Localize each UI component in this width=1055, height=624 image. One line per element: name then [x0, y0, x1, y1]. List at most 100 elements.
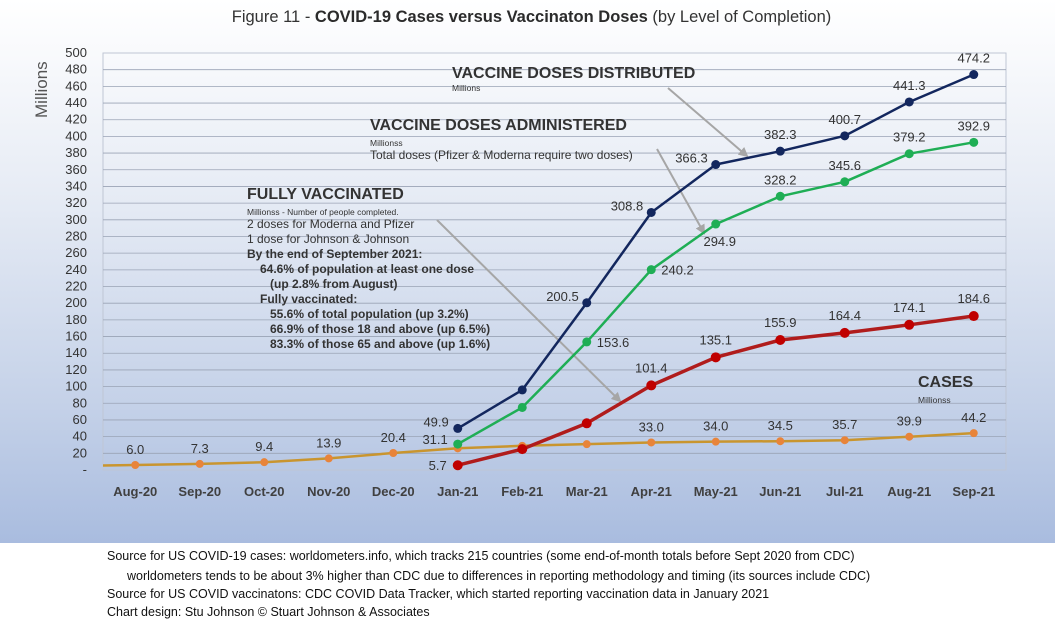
distributed-data-label: 441.3 — [893, 78, 926, 93]
y-tick-label: 80 — [73, 395, 87, 410]
footer-line-cases-source: Source for US COVID-19 cases: worldomete… — [107, 549, 855, 563]
annotation-administered-title: VACCINE DOSES ADMINISTERED — [370, 117, 627, 134]
x-tick-label: Mar-21 — [566, 484, 608, 499]
y-tick-label: 160 — [65, 329, 87, 344]
annotation-distributed-unit: Millions — [452, 83, 481, 93]
administered-data-label: 345.6 — [828, 158, 861, 173]
cases-data-label: 39.9 — [897, 414, 922, 429]
annotation-administered-note: Total doses (Pfizer & Moderna require tw… — [370, 148, 633, 162]
cases-data-label: 34.5 — [768, 418, 793, 433]
annotation-fully-line1: 2 doses for Moderna and Pfizer — [247, 217, 415, 231]
y-tick-label: 180 — [65, 312, 87, 327]
x-tick-label: Jan-21 — [437, 484, 478, 499]
y-tick-label: - — [83, 462, 87, 477]
distributed-point — [711, 160, 721, 170]
administered-data-label: 31.1 — [422, 432, 447, 447]
footer-sources: Source for US COVID-19 cases: worldomete… — [0, 543, 1055, 624]
annotation-fully-line9: 83.3% of those 65 and above (up 1.6%) — [270, 337, 491, 351]
plot-area — [102, 52, 1007, 471]
annotation-administered-unit: Millionss — [370, 138, 403, 148]
y-tick-label: 420 — [65, 112, 87, 127]
y-tick-label: 120 — [65, 362, 87, 377]
cases-data-label: 35.7 — [832, 417, 857, 432]
x-tick-label: Apr-21 — [631, 484, 672, 499]
annotation-distributed: VACCINE DOSES DISTRIBUTED Millions — [452, 65, 695, 93]
y-tick-label: 20 — [73, 445, 87, 460]
y-tick-label: 400 — [65, 128, 87, 143]
fully-point — [968, 311, 979, 322]
chart-panel — [0, 0, 1055, 543]
data-labels: 6.0 7.3 9.4 13.9 20.4 33.0 34.0 34.5 35.7 39.9 44.… — [126, 51, 990, 474]
distributed-data-label: 382.3 — [764, 127, 797, 142]
y-tick-label: 440 — [65, 95, 87, 110]
distributed-point — [517, 385, 527, 395]
footer-line-vaccination-source: Source for US COVID vaccinatons: CDC COV… — [107, 587, 770, 601]
annotation-fully-vaccinated: FULLY VACCINATED Millionss - Number of p… — [247, 186, 490, 352]
fully-data-label: 184.6 — [957, 291, 990, 306]
administered-point — [646, 265, 656, 275]
administered-data-label: 379.2 — [893, 130, 926, 145]
fully-data-label: 135.1 — [699, 332, 732, 347]
administered-data-label: 392.9 — [957, 118, 990, 133]
cases-point — [840, 436, 849, 445]
fully-point — [517, 444, 528, 455]
y-tick-label: 500 — [65, 45, 87, 60]
fully-point — [775, 334, 786, 345]
administered-point — [453, 439, 463, 449]
annotation-fully-line3: By the end of September 2021: — [247, 247, 423, 261]
y-tick-label: 300 — [65, 212, 87, 227]
distributed-point — [582, 298, 592, 308]
distributed-data-label: 474.2 — [957, 51, 990, 66]
y-tick-label: 100 — [65, 379, 87, 394]
fully-point — [581, 418, 592, 429]
administered-data-label: 240.2 — [661, 263, 694, 278]
x-tick-label: Feb-21 — [501, 484, 543, 499]
cases-point — [582, 440, 591, 449]
x-tick-label: Aug-20 — [113, 484, 157, 499]
chart-title: Figure 11 - COVID-19 Cases versus Vaccin… — [231, 8, 832, 26]
cases-point — [195, 459, 204, 468]
distributed-point — [775, 146, 785, 156]
y-tick-label: 220 — [65, 279, 87, 294]
fully-point — [646, 380, 657, 391]
fully-point — [904, 319, 915, 330]
cases-point — [711, 437, 720, 446]
fully-vaccinated-arrow — [436, 219, 622, 403]
x-tick-label: Jun-21 — [759, 484, 801, 499]
fully-data-label: 5.7 — [429, 458, 447, 473]
distributed-point — [969, 70, 979, 80]
annotation-fully-line4: 64.6% of population at least one dose — [260, 262, 475, 276]
administered-point — [775, 191, 785, 201]
y-tick-label: 320 — [65, 195, 87, 210]
y-tick-label: 460 — [65, 78, 87, 93]
fully-data-label: 164.4 — [828, 308, 861, 323]
cases-data-label: 44.2 — [961, 410, 986, 425]
y-tick-label: 60 — [73, 412, 87, 427]
annotation-fully-line8: 66.9% of those 18 and above (up 6.5%) — [270, 322, 491, 336]
distributed-data-label: 308.8 — [611, 198, 644, 213]
administered-line — [457, 141, 975, 446]
annotation-cases: CASES Millionss — [918, 374, 973, 405]
cases-point — [647, 438, 656, 447]
x-tick-label: Sep-20 — [178, 484, 221, 499]
distributed-data-label: 49.9 — [423, 414, 448, 429]
administered-point — [969, 137, 979, 147]
footer-line-worldometers-note: worldometers tends to be about 3% higher… — [127, 569, 871, 583]
cases-point — [260, 458, 269, 467]
fully-data-label: 174.1 — [893, 300, 926, 315]
x-tick-label: Nov-20 — [307, 484, 350, 499]
cases-data-label: 6.0 — [126, 442, 144, 457]
x-tick-label: May-21 — [694, 484, 738, 499]
cases-point — [324, 454, 333, 463]
y-tick-label: 360 — [65, 162, 87, 177]
cases-point — [389, 448, 398, 457]
annotation-distributed-title: VACCINE DOSES DISTRIBUTED — [452, 65, 696, 82]
annotation-fully-line2: 1 dose for Johnson & Johnson — [247, 232, 410, 246]
axis-ticks: -204060801001201401601802002202402602803… — [65, 45, 995, 499]
distributed-arrow — [667, 87, 749, 158]
distributed-point — [904, 97, 914, 107]
fully-data-label: 101.4 — [635, 360, 668, 375]
annotation-fully-line6: Fully vaccinated: — [260, 292, 358, 306]
x-tick-label: Dec-20 — [372, 484, 415, 499]
footer-line-chart-design: Chart design: Stu Johnson © Stuart Johns… — [107, 605, 430, 619]
